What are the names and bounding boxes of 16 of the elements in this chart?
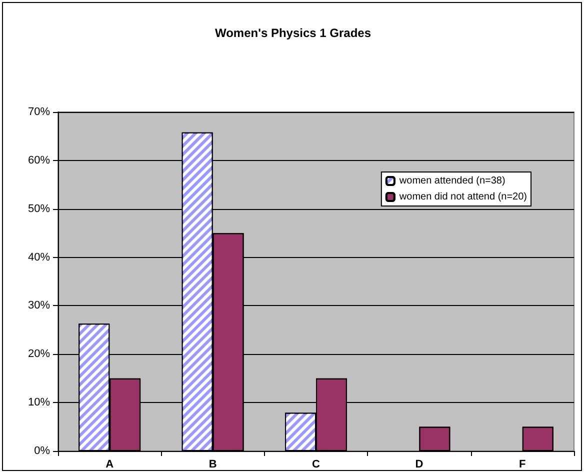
y-tick-label: 40% bbox=[28, 251, 50, 264]
x-tick-label: B bbox=[208, 458, 217, 470]
x-tick-label: D bbox=[415, 458, 424, 470]
y-tick-label: 0% bbox=[34, 445, 50, 457]
legend-label: women did not attend (n=20) bbox=[398, 192, 528, 202]
chart-title: Women's Physics 1 Grades bbox=[214, 26, 372, 40]
legend-label: women attended (n=38) bbox=[398, 176, 506, 186]
y-tick-label: 10% bbox=[28, 396, 50, 409]
x-tick-label: C bbox=[312, 458, 320, 470]
y-tick-label: 30% bbox=[28, 300, 50, 312]
y-tick-label: 20% bbox=[28, 348, 50, 360]
y-tick-label: 60% bbox=[28, 154, 50, 166]
x-tick-label: A bbox=[106, 458, 114, 470]
y-tick-label: 70% bbox=[28, 106, 50, 118]
x-tick-label: F bbox=[519, 458, 526, 470]
y-tick-label: 50% bbox=[28, 202, 50, 215]
